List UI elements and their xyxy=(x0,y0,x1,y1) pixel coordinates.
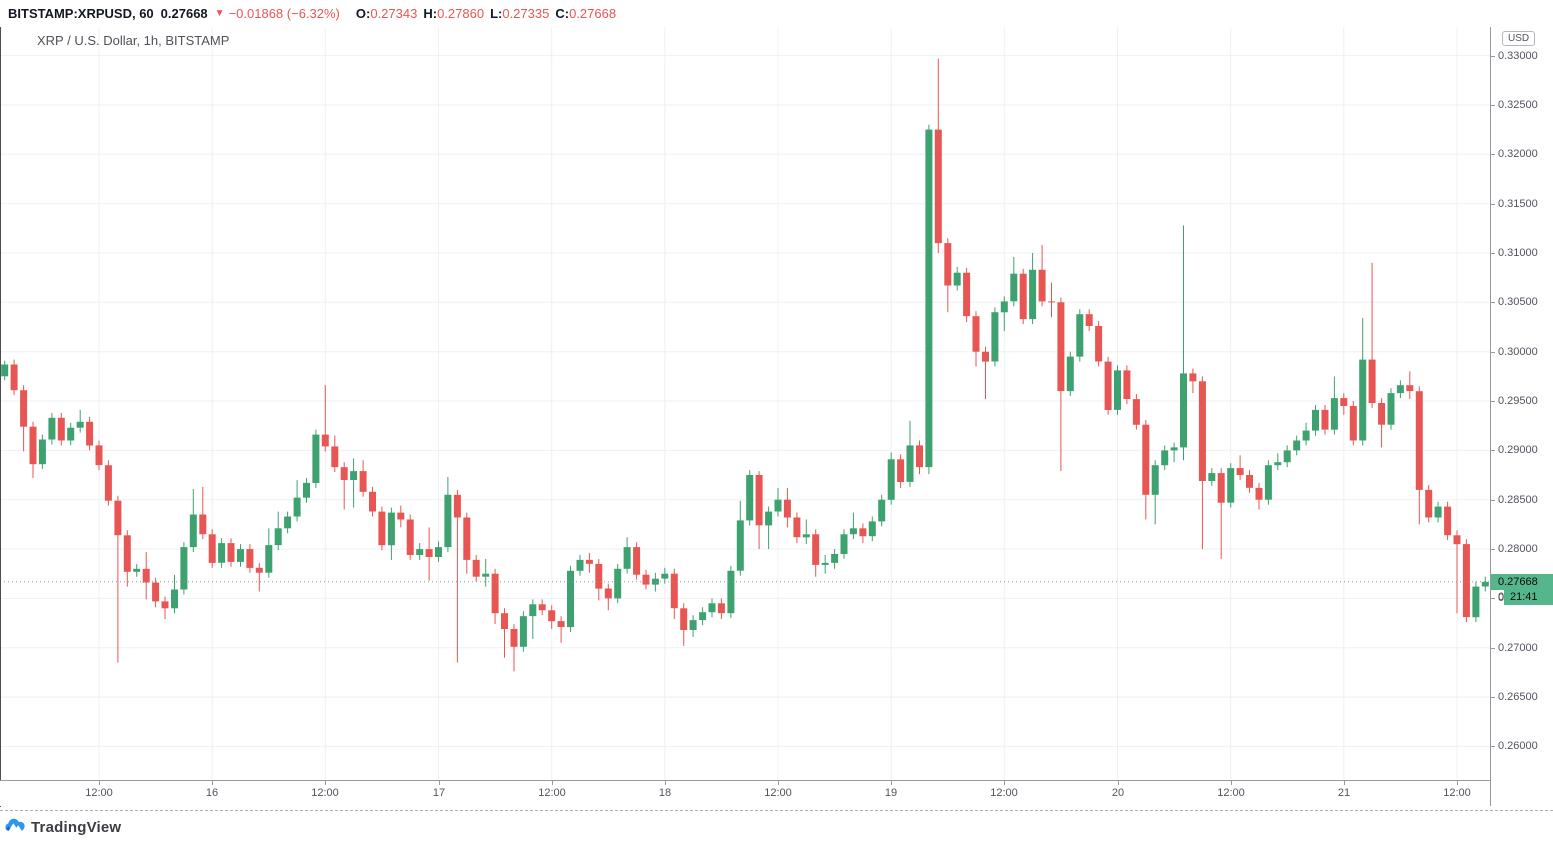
low-label: L: xyxy=(490,6,503,21)
price-change: −0.01868 (−6.32%) xyxy=(228,6,340,21)
price-tick-label: 0.32500 xyxy=(1491,99,1553,111)
price-tick-label: 0.28500 xyxy=(1491,494,1553,506)
open-value: 0.27343 xyxy=(370,6,418,21)
time-tick-label: 12:00 xyxy=(85,787,113,799)
time-tick-label: 12:00 xyxy=(538,787,566,799)
time-tick-label: 16 xyxy=(205,787,219,799)
price-tick-label: 0.32000 xyxy=(1491,148,1553,160)
time-tick-mark xyxy=(891,781,892,785)
close-label: C: xyxy=(555,6,570,21)
time-tick-mark xyxy=(1231,781,1232,785)
price-tick-label: 0.31000 xyxy=(1491,247,1553,259)
high-label: H: xyxy=(423,6,438,21)
open-label: O: xyxy=(355,6,371,21)
price-tick-label: 0.29000 xyxy=(1491,444,1553,456)
time-tick-label: 17 xyxy=(432,787,446,799)
time-tick-label: 12:00 xyxy=(764,787,792,799)
legend-bar: BITSTAMP:XRPUSD, 60 0.27668 ▼ −0.01868 (… xyxy=(0,0,1553,27)
high-value: 0.27860 xyxy=(437,6,485,21)
price-down-arrow-icon: ▼ xyxy=(214,8,225,19)
price-tick-label: 0.26500 xyxy=(1491,691,1553,703)
last-price: 0.27668 xyxy=(160,6,208,21)
time-axis[interactable]: 12:00 16 12:00 17 12:00 18 12:00 19 12:00 20 12:00… xyxy=(0,780,1490,806)
tradingview-logo-icon[interactable] xyxy=(5,817,25,837)
time-tick-mark xyxy=(1118,781,1119,785)
price-axis[interactable]: USD 0 0.27668 21:41 0.33000 0.32500 0.3200… xyxy=(1490,27,1553,806)
low-value: 0.27335 xyxy=(502,6,550,21)
time-tick-label: 12:00 xyxy=(1217,787,1245,799)
price-tick-label: 0.30000 xyxy=(1491,346,1553,358)
price-tick-label: 0.26000 xyxy=(1491,740,1553,752)
time-tick-mark xyxy=(1457,781,1458,785)
time-tick-mark xyxy=(439,781,440,785)
currency-badge: USD xyxy=(1502,31,1536,46)
time-tick-label: 20 xyxy=(1111,787,1125,799)
time-tick-label: 12:00 xyxy=(990,787,1018,799)
partially-hidden-tick: 0 xyxy=(1498,591,1505,603)
candlestick-chart[interactable] xyxy=(0,27,1490,780)
time-tick-mark xyxy=(212,781,213,785)
time-tick-label: 12:00 xyxy=(1443,787,1471,799)
time-tick-mark xyxy=(778,781,779,785)
time-tick-mark xyxy=(1344,781,1345,785)
footer: TradingView xyxy=(0,811,1553,843)
tradingview-logo-text[interactable]: TradingView xyxy=(31,818,122,836)
time-tick-mark xyxy=(552,781,553,785)
time-tick-label: 21 xyxy=(1337,787,1351,799)
symbol-name[interactable]: BITSTAMP:XRPUSD, 60 xyxy=(8,6,154,21)
last-price-badge: 0.27668 xyxy=(1491,574,1553,590)
price-tick-label: 0.27000 xyxy=(1491,642,1553,654)
chart-area[interactable]: XRP / U.S. Dollar, 1h, BITSTAMP xyxy=(0,27,1490,780)
close-value: 0.27668 xyxy=(569,6,617,21)
bar-countdown-badge: 21:41 xyxy=(1504,590,1553,605)
bottom-separator xyxy=(0,810,1553,811)
time-tick-label: 12:00 xyxy=(311,787,339,799)
price-tick-label: 0.30500 xyxy=(1491,296,1553,308)
chart-left-border xyxy=(0,27,1,807)
time-tick-label: 19 xyxy=(884,787,898,799)
time-tick-label: 18 xyxy=(658,787,672,799)
price-tick-label: 0.33000 xyxy=(1491,50,1553,62)
time-tick-mark xyxy=(665,781,666,785)
price-tick-label: 0.28000 xyxy=(1491,543,1553,555)
time-tick-mark xyxy=(325,781,326,785)
time-tick-mark xyxy=(99,781,100,785)
price-tick-label: 0.29500 xyxy=(1491,395,1553,407)
price-tick-label: 0.31500 xyxy=(1491,198,1553,210)
time-tick-mark xyxy=(1004,781,1005,785)
